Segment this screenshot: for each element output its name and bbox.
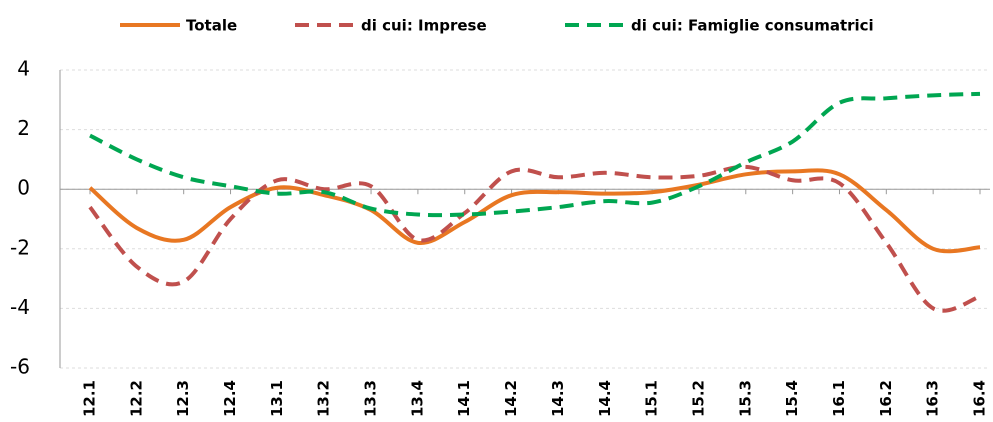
legend-label: di cui: Famiglie consumatrici xyxy=(631,17,874,35)
x-tick-label: 14.4 xyxy=(596,380,614,417)
series-line xyxy=(88,164,981,313)
x-tick-label: 12.4 xyxy=(221,380,239,417)
x-tick-label: 16.2 xyxy=(877,380,895,417)
series-line xyxy=(88,168,981,254)
x-tick-label: 13.2 xyxy=(315,380,333,417)
legend-label: di cui: Imprese xyxy=(361,17,487,35)
x-tick-label: 16.3 xyxy=(924,380,942,417)
y-tick-label: -6 xyxy=(10,355,30,379)
x-tick-label: 16.4 xyxy=(971,380,989,417)
x-tick-label: 15.2 xyxy=(689,380,707,417)
x-tick-label: 13.3 xyxy=(362,380,380,417)
x-tick-label: 16.1 xyxy=(830,380,848,417)
x-tick-label: 14.2 xyxy=(502,380,520,417)
x-tick-label: 15.3 xyxy=(736,380,754,417)
x-tick-label: 12.3 xyxy=(174,380,192,417)
y-tick-label: -2 xyxy=(10,235,30,259)
y-tick-label: -4 xyxy=(10,295,30,319)
y-tick-label: 4 xyxy=(17,57,30,81)
x-tick-label: 12.2 xyxy=(127,380,145,417)
legend-label: Totale xyxy=(186,17,237,35)
y-tick-label: 2 xyxy=(17,116,30,140)
x-tick-label: 12.1 xyxy=(81,380,99,417)
y-tick-label: 0 xyxy=(17,176,30,200)
x-tick-label: 15.1 xyxy=(643,380,661,417)
x-tick-label: 15.4 xyxy=(783,380,801,417)
x-tick-label: 13.4 xyxy=(408,380,426,417)
series-line xyxy=(89,91,981,218)
x-tick-label: 14.1 xyxy=(455,380,473,417)
x-tick-label: 14.3 xyxy=(549,380,567,417)
x-tick-label: 13.1 xyxy=(268,380,286,417)
